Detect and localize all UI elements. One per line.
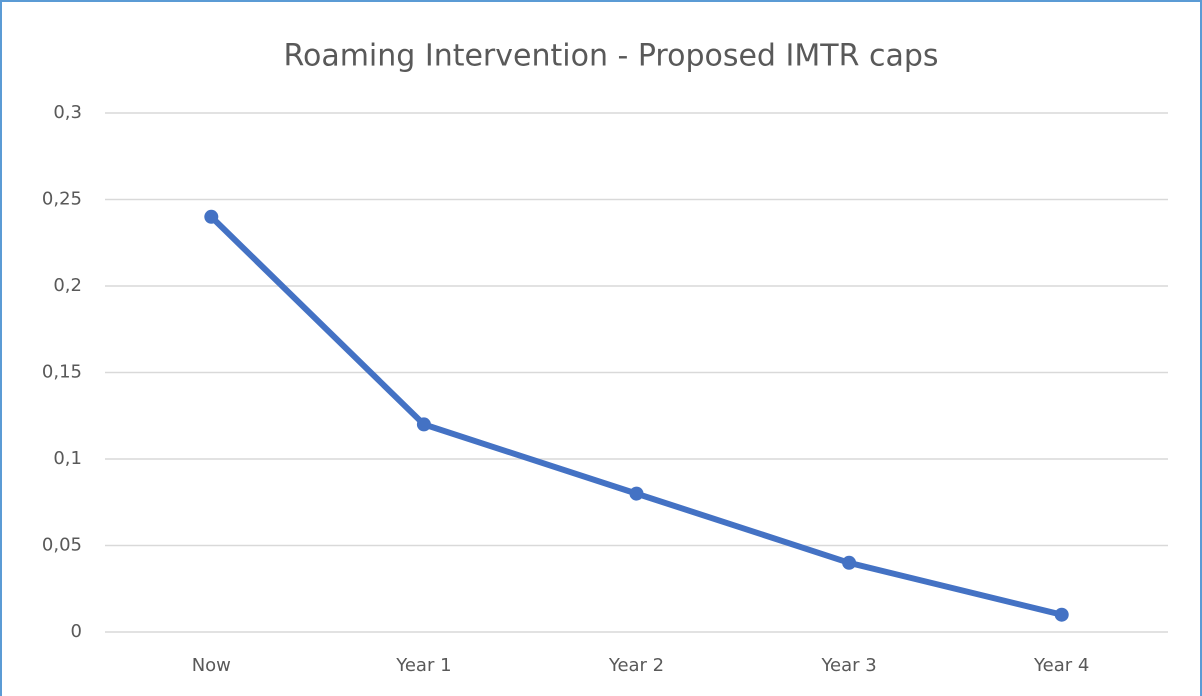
x-tick-label: Year 4	[1033, 655, 1089, 676]
data-point	[842, 555, 857, 570]
y-tick-label: 0,15	[42, 362, 82, 383]
data-point	[416, 417, 431, 432]
data-point	[629, 486, 644, 501]
y-tick-label: 0	[71, 621, 82, 642]
y-tick-label: 0,05	[42, 535, 82, 556]
y-tick-label: 0,25	[42, 189, 82, 210]
data-point	[1054, 607, 1069, 622]
y-tick-label: 0,1	[53, 448, 82, 469]
x-tick-label: Year 3	[820, 655, 876, 676]
y-tick-label: 0,3	[53, 102, 82, 123]
data-point	[204, 209, 219, 224]
y-tick-label: 0,2	[53, 275, 82, 296]
x-tick-label: Year 1	[395, 655, 451, 676]
chart-title: Roaming Intervention - Proposed IMTR cap…	[283, 39, 938, 74]
x-tick-label: Year 2	[608, 655, 664, 676]
x-tick-label: Now	[192, 655, 231, 676]
